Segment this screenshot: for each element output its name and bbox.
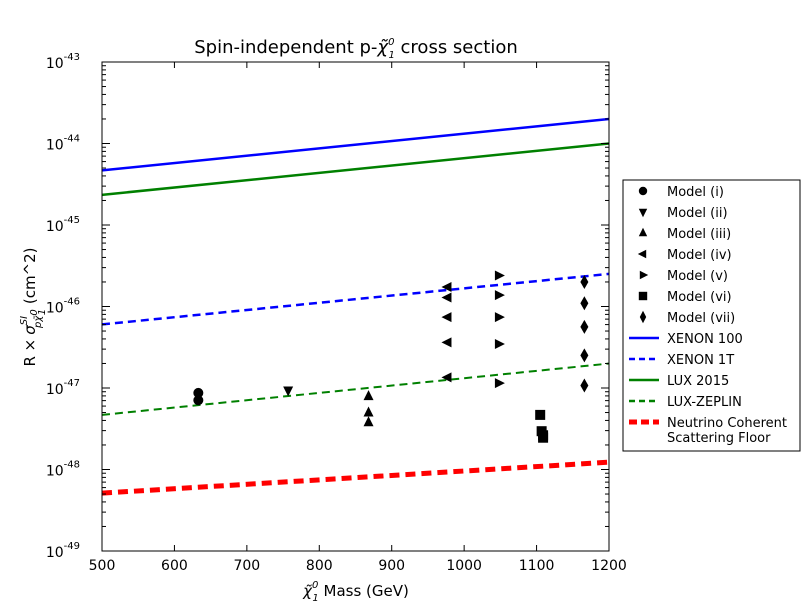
y-axis-ticks: 10-49 10-48 10-47 10-46 10-45 10-44 10-43 [46, 52, 609, 561]
limit-line-neutrino-coherent-scattering-floor [101, 459, 610, 496]
x-tick-label: 800 [306, 558, 333, 574]
series-model-vi- [535, 409, 549, 443]
data-point [580, 378, 589, 393]
series-model-i- [193, 387, 204, 406]
data-point [193, 387, 204, 398]
series-model-v- [494, 270, 505, 389]
y-axis-label: R ×σSI pχ̃01 (cm^2) [19, 247, 48, 366]
limit-line-xenon-1t [101, 272, 610, 326]
data-point [441, 337, 452, 348]
legend-item: Model (iii) [638, 227, 731, 242]
legend-label: Model (i) [667, 185, 724, 200]
legend-label: Model (iv) [667, 248, 732, 263]
data-point [494, 270, 505, 281]
data-point [363, 416, 374, 427]
legend-marker [639, 270, 649, 280]
data-point [494, 338, 505, 349]
x-tick-label: 1100 [519, 558, 555, 574]
data-point [441, 281, 452, 292]
series-model-iii- [363, 390, 374, 427]
series-model-iv- [441, 281, 452, 383]
legend-label: Model (ii) [667, 206, 728, 221]
legend-label: Model (vi) [667, 290, 732, 305]
legend-item: Model (ii) [638, 206, 728, 221]
legend-label: LUX 2015 [667, 374, 729, 389]
legend-label: XENON 1T [667, 353, 734, 368]
data-point [580, 319, 589, 334]
y-tick-label: 10-47 [46, 378, 80, 398]
legend-item: Model (iv) [637, 248, 732, 263]
legend-item: XENON 1T [629, 353, 734, 368]
x-tick-label: 700 [233, 558, 260, 574]
data-point [441, 292, 452, 303]
data-point [363, 390, 374, 401]
legend-item: LUX-ZEPLIN [629, 395, 742, 410]
x-tick-label: 500 [89, 558, 116, 574]
x-tick-label: 1200 [591, 558, 627, 574]
x-tick-label: 600 [161, 558, 188, 574]
legend-label: Model (iii) [667, 227, 731, 242]
legend-label: XENON 100 [667, 332, 743, 347]
legend-marker [639, 310, 647, 324]
legend-item: LUX 2015 [629, 374, 729, 389]
x-axis-ticks: 500 600 700 800 900 1000 1100 1200 [89, 62, 627, 574]
limit-line-lux-2015 [101, 142, 610, 197]
legend: Model (i) Model (ii) Model (iii) Model (iv)… [622, 179, 801, 452]
data-point [535, 409, 546, 420]
legend-item: Neutrino Coherent Scattering Floor [629, 416, 787, 446]
y-tick-label: 10-49 [46, 541, 80, 561]
legend-label: LUX-ZEPLIN [667, 395, 742, 410]
data-point [441, 312, 452, 323]
series-model-vii- [580, 275, 589, 393]
x-axis-label: χ̃0 1 Mass (GeV) [302, 580, 409, 604]
legend-item: Model (i) [638, 185, 724, 200]
series-model-ii- [283, 386, 294, 397]
legend-marker [638, 227, 648, 237]
x-tick-label: 1000 [446, 558, 482, 574]
legend-item: Model (v) [639, 269, 728, 284]
y-tick-label: 10-46 [46, 297, 80, 317]
data-point [441, 372, 452, 383]
legend-marker [638, 208, 648, 218]
data-point [580, 275, 589, 290]
x-tick-label: 900 [378, 558, 405, 574]
data-point [494, 312, 505, 323]
legend-label: Neutrino Coherent Scattering Floor [667, 416, 787, 446]
data-point [580, 296, 589, 311]
y-tick-label: 10-43 [46, 52, 80, 72]
data-point [494, 378, 505, 389]
plot-area [101, 61, 610, 552]
legend-marker [637, 249, 647, 259]
y-tick-label: 10-44 [46, 134, 80, 154]
legend-item: XENON 100 [629, 332, 743, 347]
legend-box [622, 179, 801, 452]
data-point [283, 386, 294, 397]
legend-marker [638, 186, 648, 196]
data-point [580, 348, 589, 363]
limit-line-lux-zeplin [101, 362, 610, 416]
legend-label: Model (vii) [667, 311, 735, 326]
data-point [193, 395, 204, 406]
legend-item: Model (vii) [639, 310, 735, 326]
y-tick-label: 10-48 [46, 460, 80, 480]
data-point [363, 406, 374, 417]
chart-title: Spin-independent p-χ̃0 1 cross section [194, 37, 518, 61]
legend-label: Model (v) [667, 269, 728, 284]
y-tick-label: 10-45 [46, 215, 80, 235]
legend-marker [638, 291, 648, 301]
data-point [538, 432, 549, 443]
data-point [494, 290, 505, 301]
legend-item: Model (vi) [638, 290, 732, 305]
limit-line-xenon-100 [101, 117, 610, 172]
